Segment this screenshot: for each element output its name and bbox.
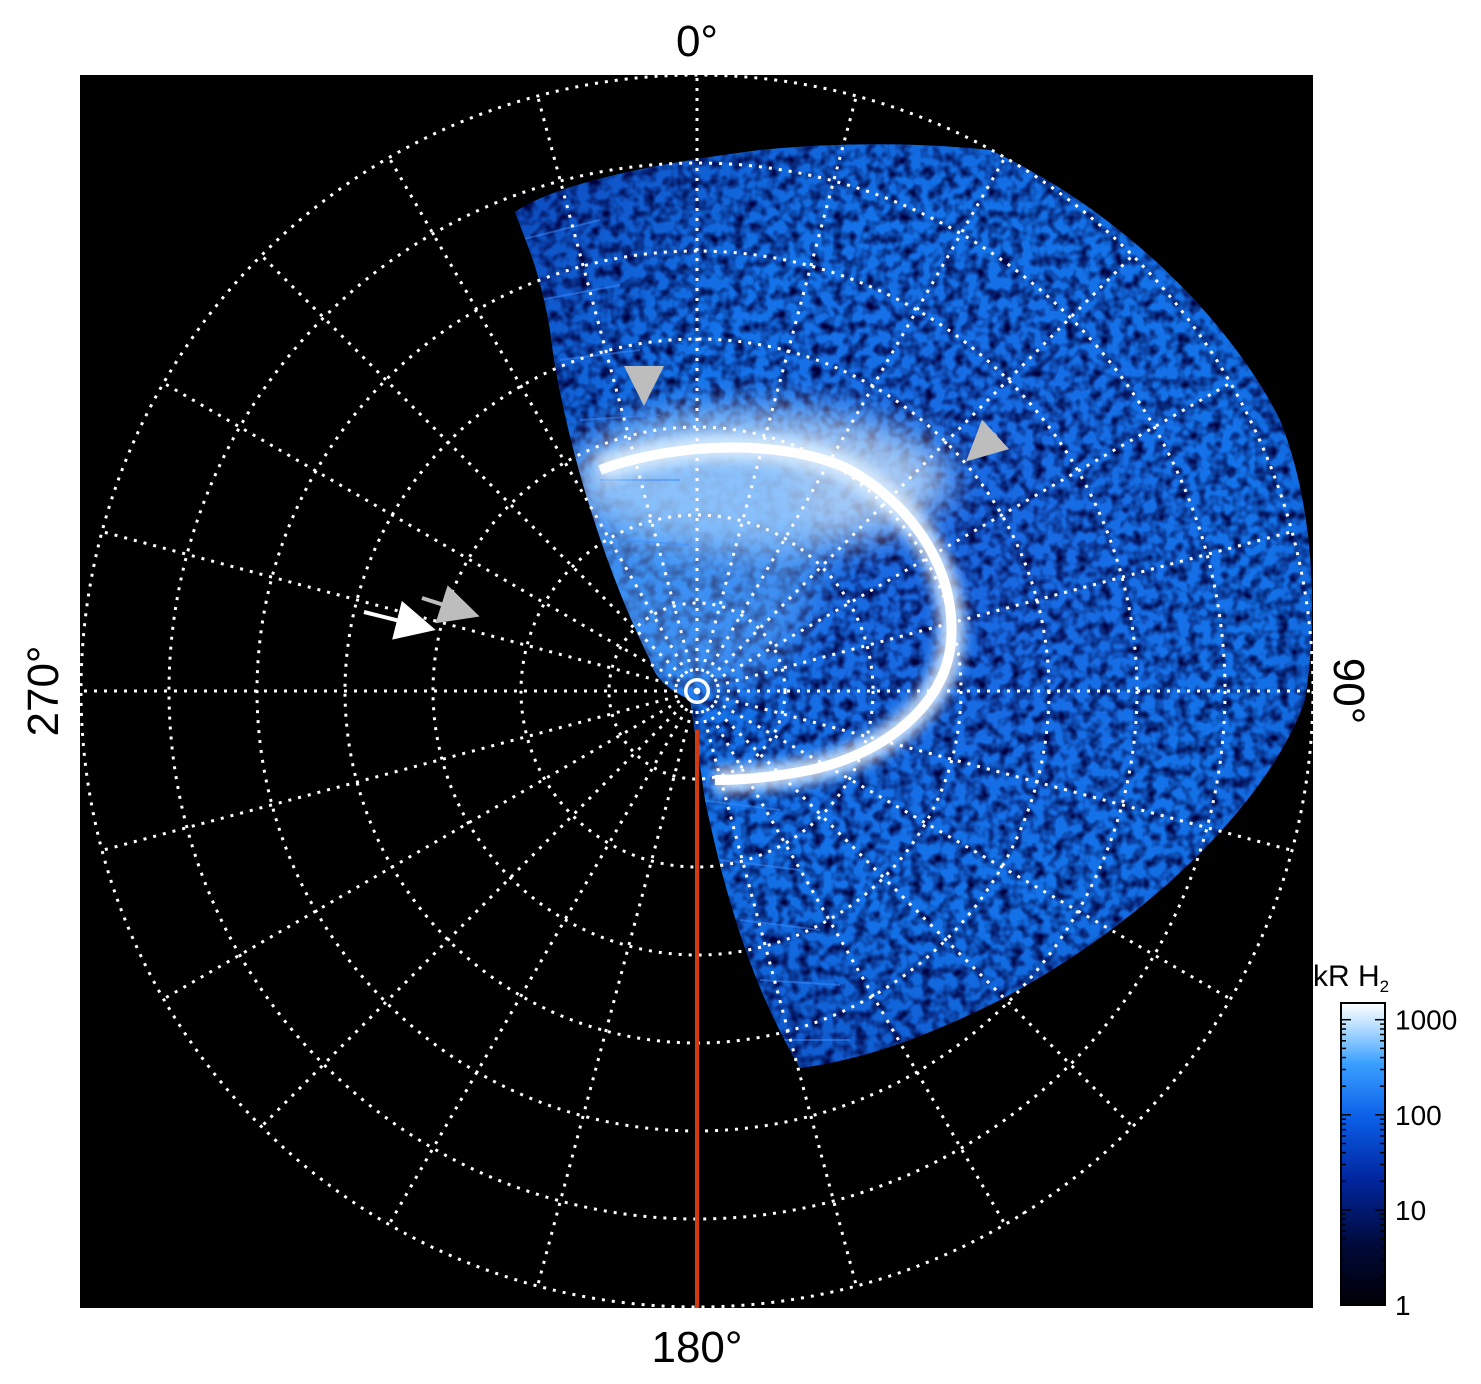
colorbar-title: kR H2 [1313, 960, 1389, 996]
radial-grid-line [536, 690, 699, 1287]
radial-grid-line [695, 156, 1007, 692]
streaked-edge [519, 219, 850, 1041]
radial-grid-line [696, 530, 1293, 693]
radial-grid-line [696, 381, 1232, 693]
radial-grid-line [162, 381, 698, 693]
pole-marker [684, 678, 710, 704]
radial-grid-line [387, 156, 699, 692]
colorbar-ticks: 1000 100 10 1 [1341, 1005, 1457, 1321]
gray-arrow-icon [966, 419, 1010, 462]
radial-grid-line [695, 95, 858, 692]
colorbar-tick-label: 1 [1395, 1290, 1411, 1321]
label-top: 0° [676, 17, 718, 66]
radial-grid-line [260, 254, 699, 693]
colorbar-tick-label: 1000 [1395, 1005, 1457, 1036]
radial-grid-line [101, 689, 698, 852]
radial-grid-line [695, 690, 1007, 1226]
white-arrow-icon [363, 600, 436, 640]
radial-grid-line [696, 689, 1232, 1001]
colorbar-title-subscript: 2 [1380, 977, 1389, 996]
radial-grid-line [162, 689, 698, 1001]
label-bottom: 180° [651, 1323, 742, 1372]
radial-grid-line [101, 530, 698, 693]
label-left: 270° [19, 645, 68, 736]
colorbar: kR H2 1000 100 10 1 [1313, 960, 1457, 1321]
radial-grid-line [695, 254, 1134, 693]
colorbar-scale [1340, 1002, 1386, 1306]
polar-grid [80, 75, 1313, 1308]
radial-grid-line [695, 689, 1134, 1128]
radial-grid-line [387, 690, 699, 1226]
radial-grid-line [260, 689, 699, 1128]
colorbar-tick-label: 100 [1395, 1100, 1442, 1131]
colorbar-tick-label: 10 [1395, 1195, 1426, 1226]
gray-arrow-icon [421, 585, 480, 624]
label-right: 90° [1324, 658, 1373, 725]
radial-grid-line [695, 690, 858, 1287]
radial-grid-line [536, 95, 699, 692]
radial-grid-line [696, 689, 1293, 852]
